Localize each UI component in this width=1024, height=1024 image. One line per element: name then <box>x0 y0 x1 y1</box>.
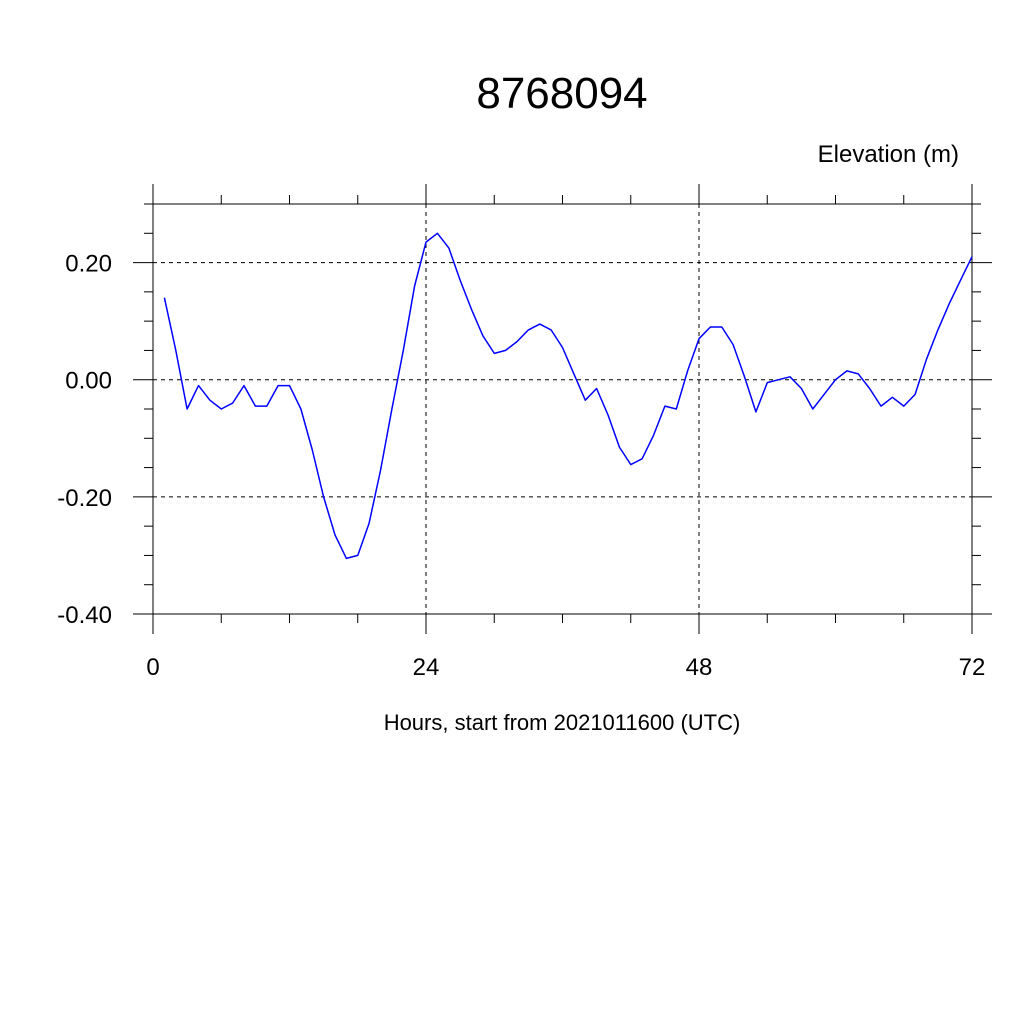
y-tick-label: 0.00 <box>65 368 112 395</box>
series-line <box>163 232 973 560</box>
x-tick-label: 24 <box>413 654 440 681</box>
x-tick-label: 72 <box>959 654 986 681</box>
x-axis-label: Hours, start from 2021011600 (UTC) <box>384 710 741 735</box>
y-tick-label: 0.20 <box>65 251 112 278</box>
plot-area: 0 24 48 72 0.20 0.00 -0.20 -0.40 <box>57 184 992 681</box>
x-tick-label: 48 <box>686 654 713 681</box>
unit-label: Elevation (m) <box>818 141 959 168</box>
plot-frame <box>152 203 973 615</box>
chart-title: 8768094 <box>476 69 647 118</box>
y-tick-label: -0.40 <box>57 602 112 629</box>
y-tick-label: -0.20 <box>57 485 112 512</box>
x-tick-label: 0 <box>146 654 159 681</box>
